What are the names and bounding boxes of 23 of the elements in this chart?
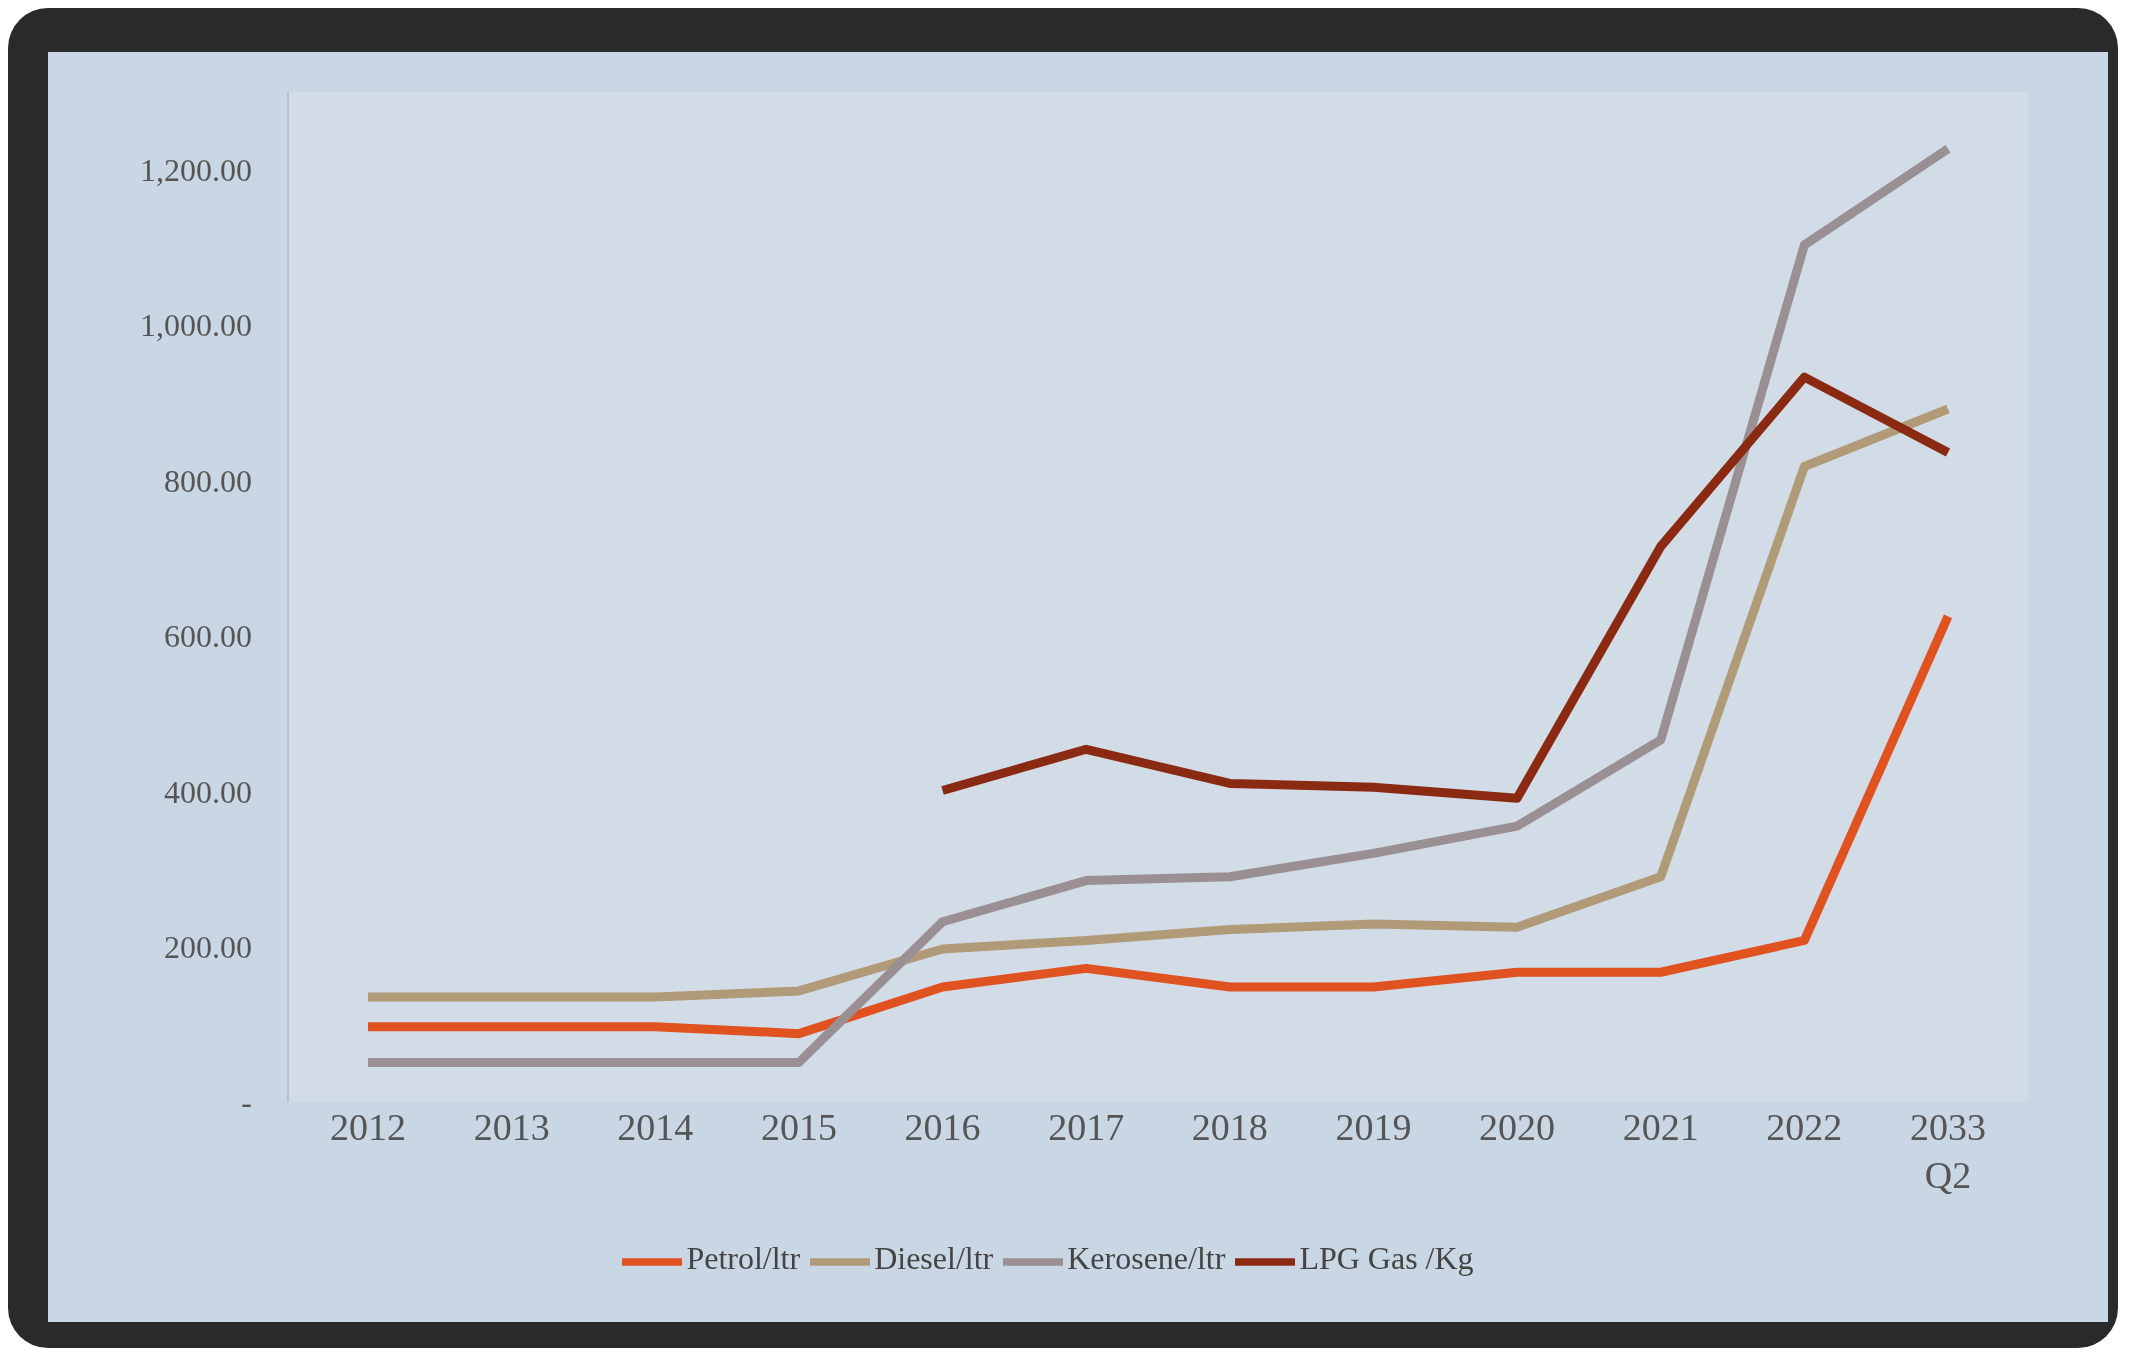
x-tick-label: 2013 [473, 1106, 550, 1148]
y-tick-label: 600.00 [164, 618, 252, 655]
x-tick-label: 2018 [1191, 1106, 1268, 1148]
y-tick-label: - [241, 1084, 252, 1121]
legend-label: Kerosene/ltr [1067, 1240, 1226, 1277]
x-tick-label: 2016 [904, 1106, 981, 1148]
x-tick-label: 2014 [617, 1106, 694, 1148]
y-tick-label: 800.00 [164, 462, 252, 499]
x-tick-label: 2020 [1479, 1106, 1556, 1148]
x-tick-label: 2033 Q2 [1910, 1106, 1986, 1196]
x-tick-label: 2019 [1335, 1106, 1412, 1148]
x-tick-label: 2022 [1766, 1106, 1843, 1148]
x-tick-label: 2021 [1622, 1106, 1699, 1148]
y-tick-label: 400.00 [164, 773, 252, 810]
x-tick-label: 2017 [1048, 1106, 1125, 1148]
y-tick-label: 200.00 [164, 928, 252, 965]
x-tick-label: 2012 [330, 1106, 406, 1148]
legend-label: Petrol/ltr [686, 1240, 801, 1277]
legend-label: LPG Gas /Kg [1299, 1240, 1474, 1277]
legend-label: Diesel/ltr [874, 1240, 994, 1277]
x-tick-label: 2015 [760, 1106, 837, 1148]
y-tick-label: 1,200.00 [140, 152, 252, 189]
y-tick-label: 1,000.00 [140, 307, 252, 344]
